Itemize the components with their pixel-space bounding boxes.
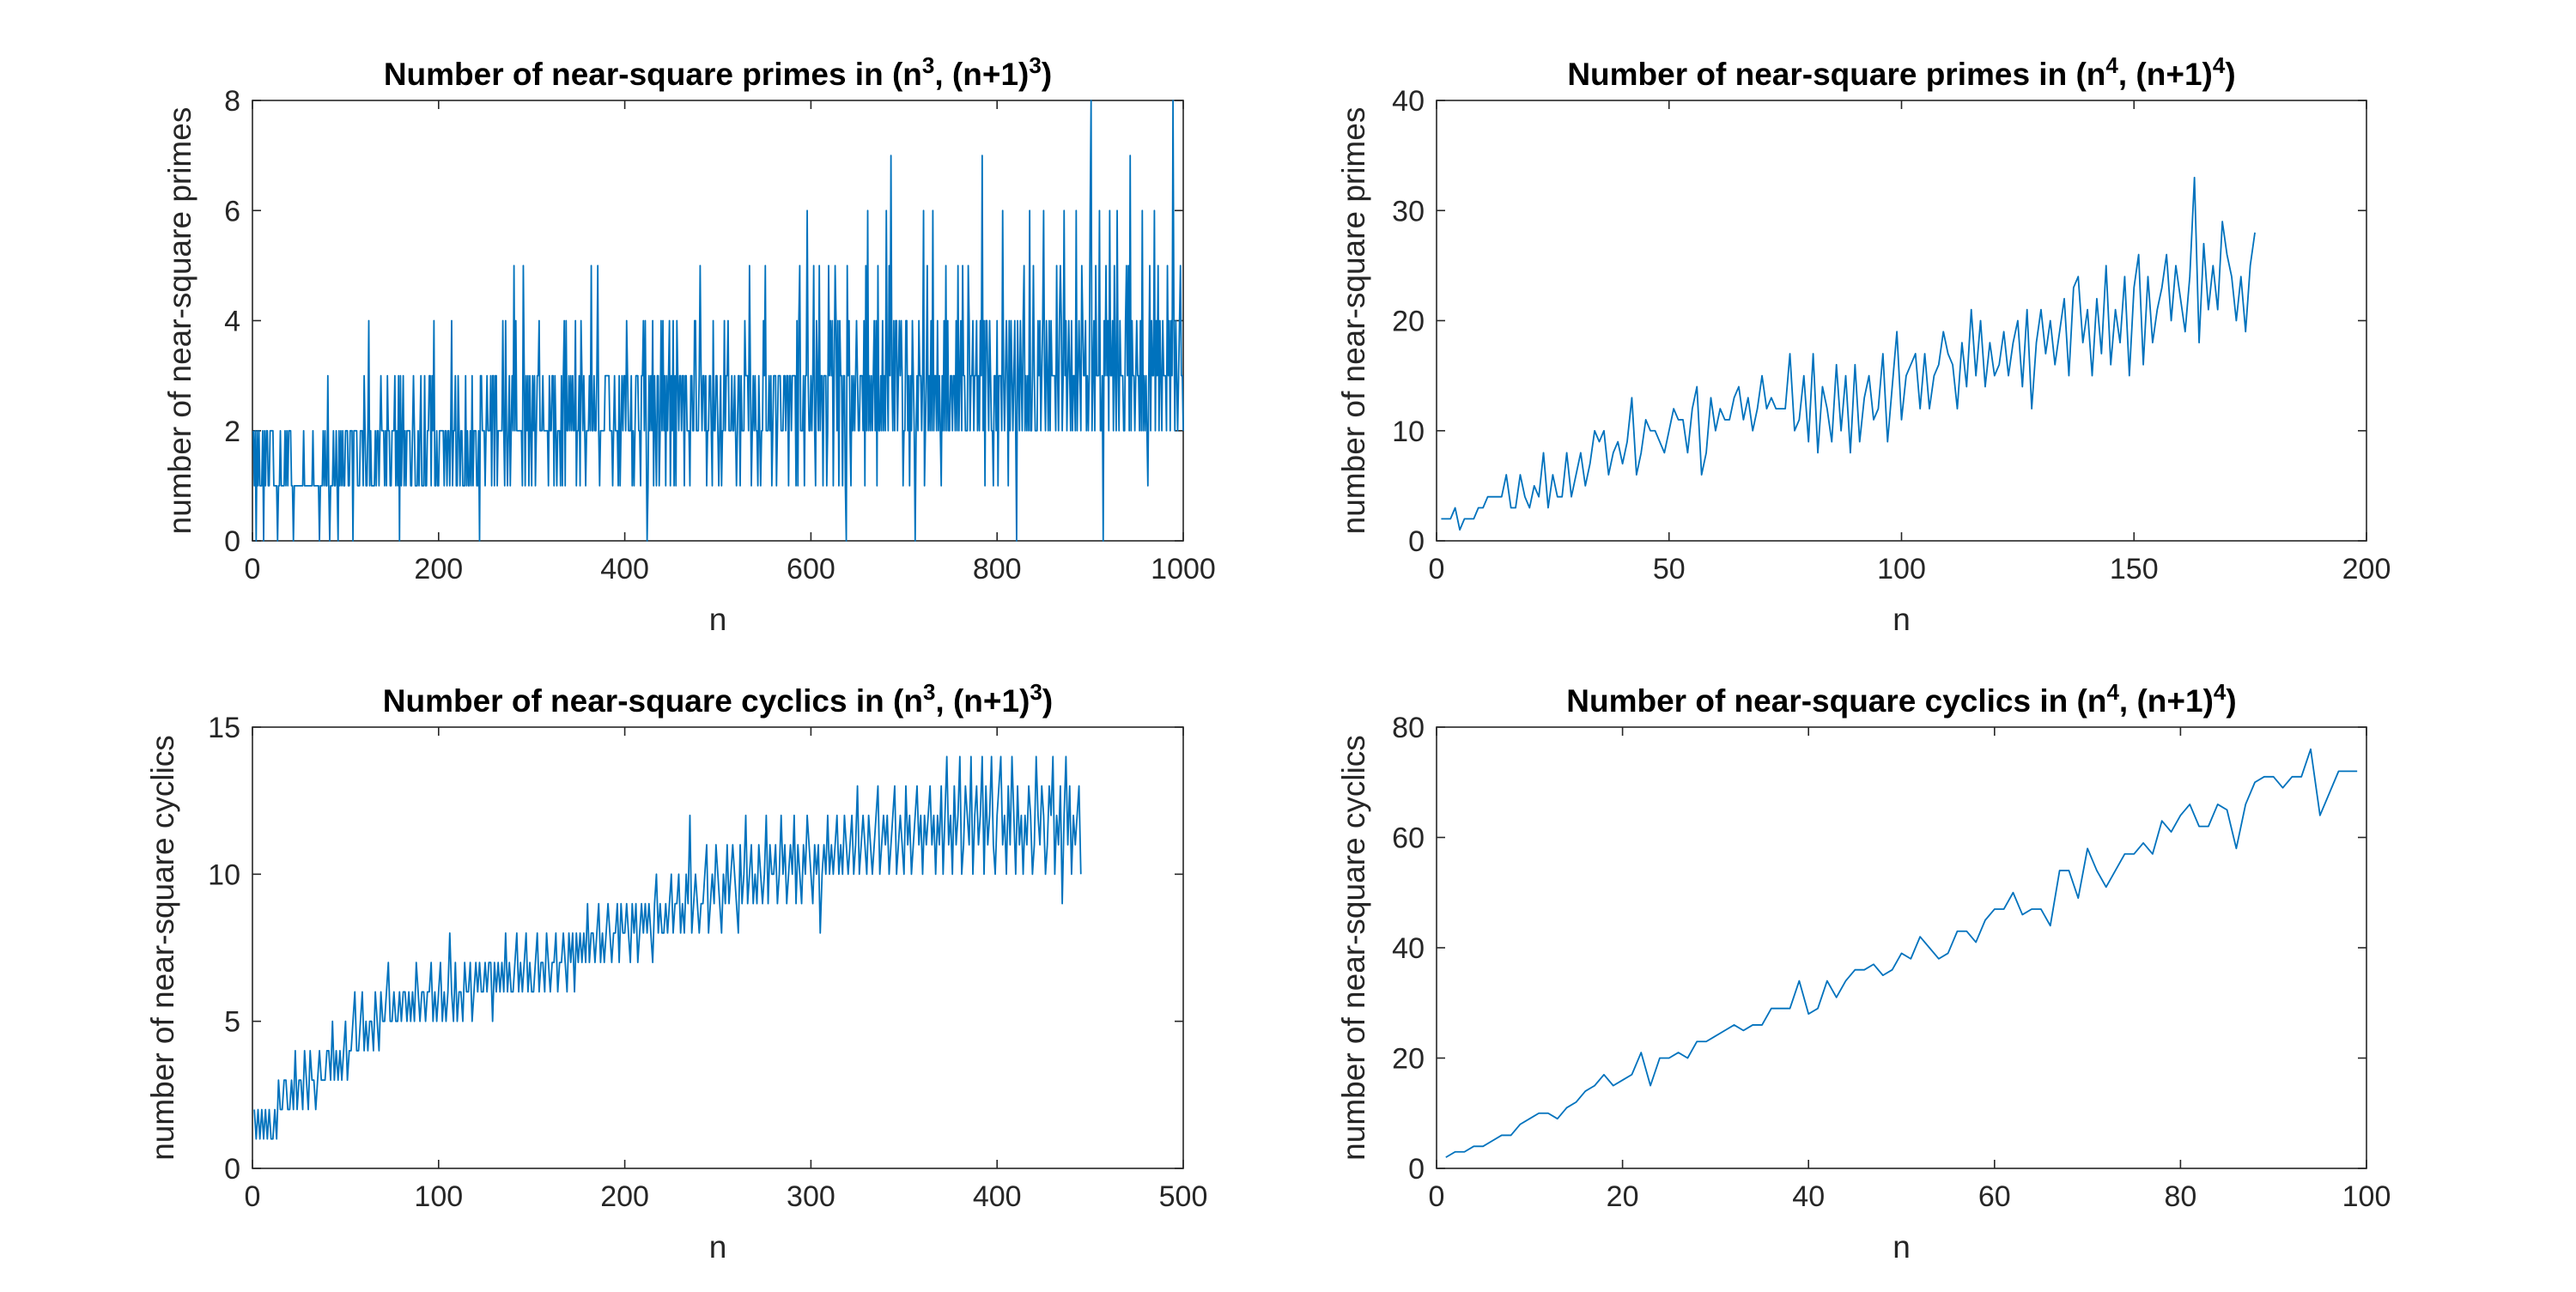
y-tick-label: 0 bbox=[1408, 525, 1425, 558]
y-tick-label: 40 bbox=[1392, 932, 1425, 965]
x-tick-label: 0 bbox=[1429, 1180, 1445, 1213]
chart-title-primes-cubes: Number of near-square primes in (n3, (n+… bbox=[384, 52, 1052, 92]
title-text: , (n+1) bbox=[934, 57, 1029, 92]
y-axis-label-primes-cubes: number of near-square primes bbox=[162, 107, 197, 535]
y-tick-label: 15 bbox=[208, 712, 240, 744]
title-text: ) bbox=[2225, 57, 2235, 92]
x-tick-label: 400 bbox=[600, 553, 649, 585]
title-superscript: 4 bbox=[2106, 679, 2119, 705]
title-text: ) bbox=[1042, 57, 1052, 92]
title-text: , (n+1) bbox=[935, 683, 1030, 719]
x-tick-label: 0 bbox=[245, 553, 261, 585]
y-axis-label-primes-fourth: number of near-square primes bbox=[1336, 107, 1371, 535]
y-tick-label: 20 bbox=[1392, 306, 1425, 338]
title-superscript: 3 bbox=[1029, 52, 1041, 78]
x-tick-label: 300 bbox=[787, 1180, 835, 1213]
title-superscript: 3 bbox=[922, 52, 934, 78]
x-tick-label: 50 bbox=[1653, 553, 1686, 585]
title-text: ) bbox=[1042, 683, 1053, 719]
y-tick-label: 2 bbox=[224, 416, 240, 448]
x-tick-label: 100 bbox=[1877, 553, 1926, 585]
x-tick-label: 150 bbox=[2110, 553, 2159, 585]
title-superscript: 4 bbox=[2213, 52, 2226, 78]
y-tick-label: 60 bbox=[1392, 822, 1425, 855]
x-tick-label: 200 bbox=[600, 1180, 649, 1213]
x-tick-label: 400 bbox=[973, 1180, 1022, 1213]
x-axis-label-cyclics-fourth: n bbox=[1893, 1229, 1911, 1265]
x-tick-label: 60 bbox=[1978, 1180, 2011, 1213]
y-tick-label: 40 bbox=[1392, 85, 1425, 118]
chart-panel-primes-fourth: 0 50 100 150 200 0 10 20 30 40 Number of near-squa… bbox=[1336, 52, 2391, 637]
title-superscript: 3 bbox=[923, 679, 935, 705]
chart-panel-cyclics-fourth: 0 20 40 60 80 100 0 20 40 60 80 Number of near-squa… bbox=[1336, 679, 2391, 1265]
x-tick-label: 600 bbox=[787, 553, 835, 585]
title-text: , (n+1) bbox=[2119, 683, 2214, 719]
chart-title-cyclics-cubes: Number of near-square cyclics in (n3, (n… bbox=[383, 679, 1053, 719]
y-tick-label: 10 bbox=[1392, 416, 1425, 448]
chart-title-cyclics-fourth: Number of near-square cyclics in (n4, (n… bbox=[1566, 679, 2236, 719]
y-axis-label-cyclics-fourth: number of near-square cyclics bbox=[1336, 735, 1371, 1161]
title-text: Number of near-square primes in (n bbox=[1567, 57, 2105, 92]
x-tick-label: 0 bbox=[1429, 553, 1445, 585]
series-line-primes-fourth bbox=[1441, 176, 2256, 531]
x-tick-label: 0 bbox=[245, 1180, 261, 1213]
x-tick-label: 20 bbox=[1607, 1180, 1639, 1213]
y-tick-label: 0 bbox=[224, 525, 240, 558]
chart-panel-cyclics-cubes: 0 100 200 300 400 500 0 5 10 15 Number of near-squ… bbox=[145, 679, 1207, 1265]
series-line-primes-cubes bbox=[252, 100, 1184, 542]
chart-panel-primes-cubes: 0 200 400 600 800 1000 0 2 4 6 8 Number of near-squ… bbox=[162, 52, 1216, 637]
title-text: Number of near-square cyclics in (n bbox=[1566, 683, 2106, 719]
x-axis-label-primes-cubes: n bbox=[709, 602, 727, 637]
title-text: ) bbox=[2226, 683, 2236, 719]
y-tick-label: 5 bbox=[224, 1006, 240, 1039]
y-tick-label: 80 bbox=[1392, 712, 1425, 744]
y-tick-label: 8 bbox=[224, 85, 240, 118]
y-tick-label: 20 bbox=[1392, 1043, 1425, 1076]
x-axis-label-primes-fourth: n bbox=[1893, 602, 1911, 637]
plot-area-cyclics-cubes bbox=[252, 726, 1184, 1169]
x-tick-label: 200 bbox=[2342, 553, 2391, 585]
series-line-cyclics-fourth bbox=[1445, 748, 2358, 1158]
y-tick-label: 0 bbox=[224, 1153, 240, 1186]
x-tick-label: 800 bbox=[973, 553, 1022, 585]
y-tick-label: 10 bbox=[208, 858, 240, 891]
series-line-cyclics-cubes bbox=[253, 755, 1082, 1140]
x-tick-label: 80 bbox=[2164, 1180, 2196, 1213]
title-superscript: 4 bbox=[2214, 679, 2227, 705]
x-tick-label: 100 bbox=[2342, 1180, 2391, 1213]
x-tick-label: 200 bbox=[414, 553, 463, 585]
x-tick-label: 40 bbox=[1792, 1180, 1825, 1213]
title-superscript: 3 bbox=[1030, 679, 1042, 705]
title-text: Number of near-square primes in (n bbox=[384, 57, 922, 92]
title-text: Number of near-square cyclics in (n bbox=[383, 683, 923, 719]
x-axis-label-cyclics-cubes: n bbox=[709, 1229, 727, 1265]
chart-title-primes-fourth: Number of near-square primes in (n4, (n+… bbox=[1567, 52, 2235, 92]
x-tick-label: 500 bbox=[1159, 1180, 1208, 1213]
y-tick-label: 4 bbox=[224, 306, 240, 338]
x-tick-label: 1000 bbox=[1151, 553, 1216, 585]
y-axis-label-cyclics-cubes: number of near-square cyclics bbox=[145, 735, 180, 1161]
x-tick-label: 100 bbox=[414, 1180, 463, 1213]
y-tick-label: 0 bbox=[1408, 1153, 1425, 1186]
title-superscript: 4 bbox=[2105, 52, 2118, 78]
y-tick-label: 30 bbox=[1392, 195, 1425, 227]
y-tick-label: 6 bbox=[224, 195, 240, 227]
title-text: , (n+1) bbox=[2118, 57, 2213, 92]
